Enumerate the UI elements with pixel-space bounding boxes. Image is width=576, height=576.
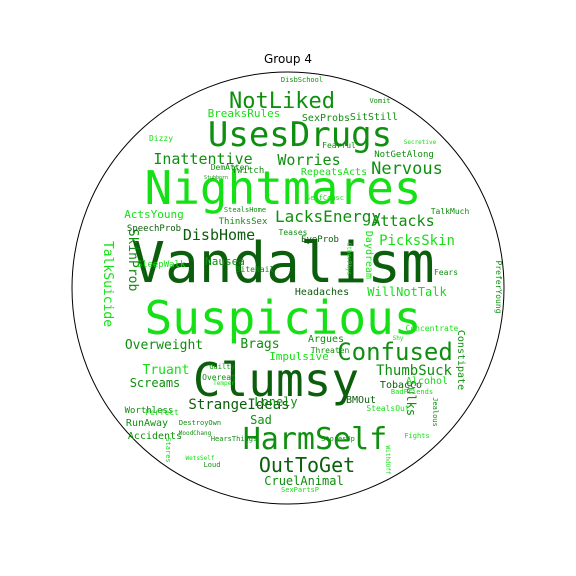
word-vomit: Vomit xyxy=(369,97,390,105)
word-skinprob: SkinProb xyxy=(125,229,140,292)
word-talksuicide: TalkSuicide xyxy=(100,241,115,327)
word-worries: Worries xyxy=(277,151,340,169)
cloud-boundary xyxy=(71,71,505,505)
word-destroyown: DestroyOwn xyxy=(179,419,221,427)
word-storesup: StoresUp xyxy=(321,435,355,443)
word-cruelanimal: CruelAnimal xyxy=(264,474,343,488)
word-temper: Temper xyxy=(213,380,235,387)
word-threaten: Threaten xyxy=(311,346,350,355)
word-stealshome: StealsHome xyxy=(224,206,266,214)
word-notgetalong: NotGetAlong xyxy=(374,150,434,160)
word-notliked: NotLiked xyxy=(229,89,335,114)
word-picksskin: PicksSkin xyxy=(379,233,455,249)
chart-title: Group 4 xyxy=(264,52,312,66)
word-secretive: Secretive xyxy=(404,139,437,146)
word-daydream: Daydream xyxy=(363,231,374,279)
word-breaksrules: BreaksRules xyxy=(208,107,281,120)
word-truant: Truant xyxy=(143,363,190,378)
word-lonely: Lonely xyxy=(254,395,297,409)
word-sad: Sad xyxy=(250,413,272,427)
word-otherphys: OtherPhys xyxy=(345,243,352,276)
word-bitenail: BiteNail xyxy=(236,265,275,274)
word-nervous: Nervous xyxy=(371,159,443,179)
word-loud: Loud xyxy=(204,461,221,469)
word-screams: Screams xyxy=(130,376,181,390)
word-headaches: Headaches xyxy=(295,287,349,298)
word-strangeideas: StrangeIdeas xyxy=(188,397,289,413)
word-willnottalk: WillNotTalk xyxy=(367,285,447,299)
word-repeatsacts: RepeatsActs xyxy=(301,167,367,178)
word-inattentive: Inattentive xyxy=(153,150,252,168)
word-guilty: Guilty xyxy=(209,363,234,371)
word-twitch: Twitch xyxy=(232,166,265,176)
word-clumsy: Clumsy xyxy=(193,353,359,407)
word-dematten: DemAtten xyxy=(211,163,250,172)
word-confused: Confused xyxy=(337,338,453,366)
word-tobacco: Tobacco xyxy=(380,380,422,391)
word-shy: Shy xyxy=(393,335,404,342)
word-outtoget: OutToGet xyxy=(259,453,355,477)
word-worthless: Worthless xyxy=(125,406,174,416)
word-stares: Stares xyxy=(164,437,172,462)
word-nightmares: Nightmares xyxy=(145,161,422,215)
word-overweight: Overweight xyxy=(125,338,203,353)
word-thinkssex: ThinksSex xyxy=(219,217,268,227)
word-sexprobs: SexProbs xyxy=(302,113,350,124)
word-alcohol: Alcohol xyxy=(406,376,448,387)
word-selfconsc: SelfConsc xyxy=(306,194,344,202)
word-sulks: Sulks xyxy=(404,380,418,416)
word-speechprob: SpeechProb xyxy=(127,224,181,234)
word-badfriends: BadFriends xyxy=(391,388,433,396)
word-hearsthings: HearsThings xyxy=(211,435,257,443)
word-jealous: Jealous xyxy=(431,397,439,427)
word-eyeprob: EyeProb xyxy=(301,235,339,245)
word-perfect: Perfect xyxy=(145,408,179,417)
word-thumbsuck: ThumbSuck xyxy=(376,363,452,379)
word-vandalism: Vandalism xyxy=(131,231,434,296)
word-stubborn: Stubborn xyxy=(204,175,228,181)
word-fearful: Fearful xyxy=(322,141,356,150)
word-nausea: Nausea xyxy=(205,255,245,268)
word-constipate: Constipate xyxy=(455,330,466,390)
word-lacksenergy: LacksEnergy xyxy=(275,207,381,226)
word-withdoff: WithdOff xyxy=(384,446,391,475)
word-fights: Fights xyxy=(404,432,429,440)
word-disbhome: DisbHome xyxy=(183,226,255,244)
word-moodchang: MoodChang xyxy=(179,430,212,437)
word-harmself: HarmSelf xyxy=(243,422,388,457)
word-teases: Teases xyxy=(279,228,308,237)
word-sleepwalk: SleepWalk xyxy=(137,260,186,270)
word-preferyoung: PreferYoung xyxy=(494,261,503,314)
word-attacks: Attacks xyxy=(371,212,434,230)
word-wetsself: WetsSelf xyxy=(186,455,215,462)
word-suspicious: Suspicious xyxy=(145,291,422,345)
word-fears: Fears xyxy=(434,268,458,277)
word-dizzy: Dizzy xyxy=(149,134,173,143)
word-impulsive: Impulsive xyxy=(269,350,329,363)
word-bmout: BMOut xyxy=(346,395,376,406)
word-brags: Brags xyxy=(240,337,279,352)
word-actsyoung: ActsYoung xyxy=(124,208,184,221)
word-accidents: Accidents xyxy=(128,431,182,442)
word-talkmuch: TalkMuch xyxy=(431,207,470,216)
word-disbschool: DisbSchool xyxy=(281,76,323,84)
word-usesdrugs: UsesDrugs xyxy=(208,115,392,155)
word-concentrate: Concentrate xyxy=(406,324,459,333)
word-argues: Argues xyxy=(308,334,344,345)
word-stealsout: StealsOut xyxy=(366,404,410,413)
word-overeat: Overeat xyxy=(202,373,236,382)
word-sexpartsp: SexPartsP xyxy=(281,486,319,494)
word-runaway: RunAway xyxy=(126,418,168,429)
word-sitstill: SitStill xyxy=(350,112,398,123)
